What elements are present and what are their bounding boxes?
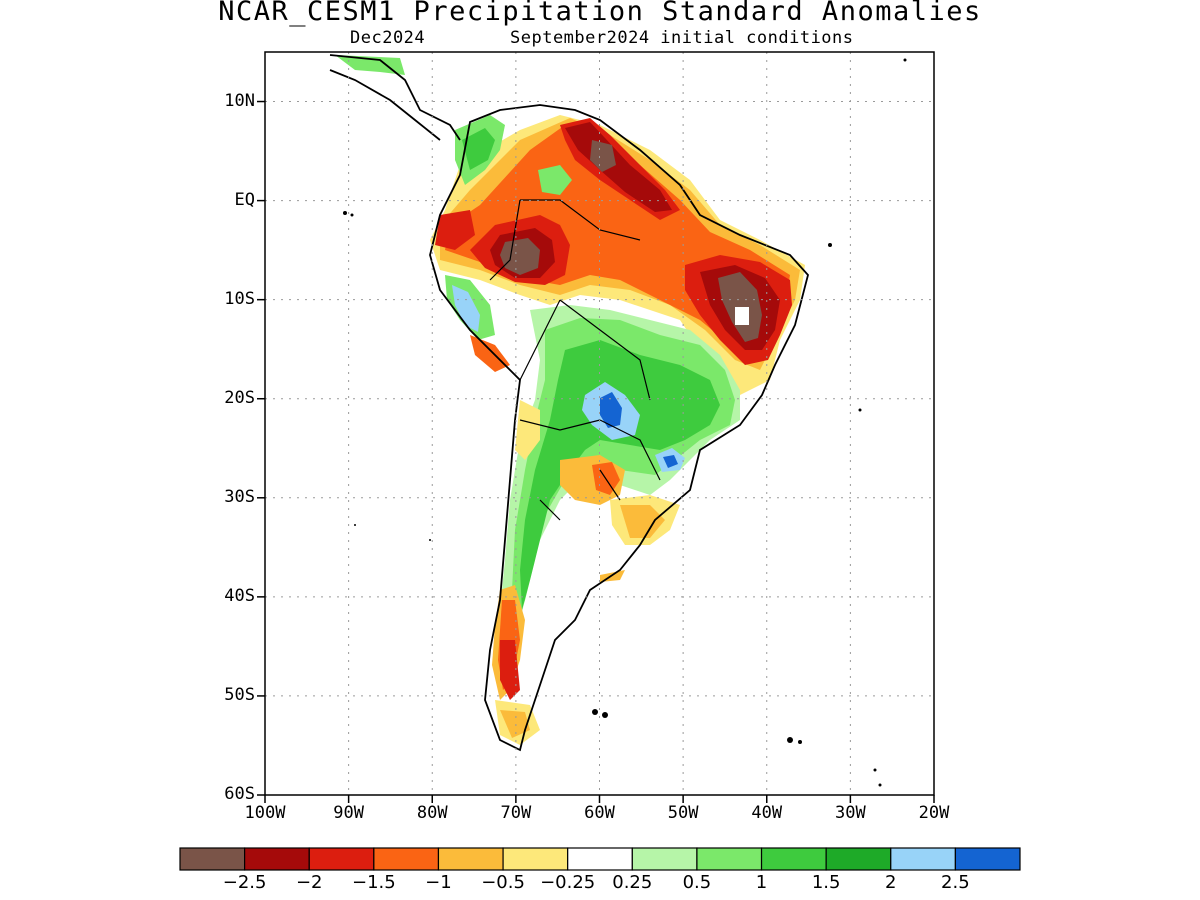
lat-label: 20S bbox=[224, 387, 255, 408]
colorbar-label: −1.5 bbox=[351, 872, 396, 893]
lat-label: 10S bbox=[224, 288, 255, 309]
lat-label: 60S bbox=[224, 784, 255, 804]
colorbar-label: −0.5 bbox=[481, 872, 525, 893]
lon-label: 40W bbox=[751, 803, 783, 823]
islands bbox=[343, 58, 907, 787]
lat-label: 10N bbox=[224, 90, 255, 111]
colorbar-label: −2 bbox=[295, 872, 323, 893]
lon-label: 80W bbox=[416, 803, 448, 823]
anomaly-map bbox=[257, 51, 935, 803]
forecast-month: Dec2024 bbox=[350, 28, 426, 48]
coastlines bbox=[329, 54, 809, 752]
colorbar-label: −2.5 bbox=[222, 872, 267, 893]
chart-title: NCAR_CESM1 Precipitation Standard Anomal… bbox=[218, 0, 982, 27]
colorbar-label: 2.5 bbox=[941, 872, 970, 893]
lon-label: 100W bbox=[244, 803, 286, 823]
lon-label: 90W bbox=[333, 803, 364, 823]
lat-label: 40S bbox=[224, 585, 255, 606]
lon-label: 20W bbox=[918, 803, 950, 823]
colorbar-label: −1 bbox=[425, 872, 452, 893]
lat-label: 30S bbox=[224, 486, 255, 507]
colorbar-label: −0.25 bbox=[540, 872, 596, 893]
colorbar-label: 2 bbox=[885, 872, 897, 893]
lat-label: EQ bbox=[234, 189, 255, 210]
ticks bbox=[257, 100, 935, 803]
colorbar-label: 0.25 bbox=[612, 872, 653, 893]
colorbar-label: 0.5 bbox=[682, 872, 712, 893]
initial-conditions: September2024 initial conditions bbox=[510, 28, 854, 48]
lon-label: 70W bbox=[500, 803, 532, 823]
colorbar-label: 1.5 bbox=[811, 872, 841, 893]
lon-label: 60W bbox=[584, 803, 615, 823]
lon-label: 50W bbox=[667, 803, 699, 823]
colorbar-label: 1 bbox=[755, 872, 768, 893]
lat-label: 50S bbox=[224, 684, 255, 705]
anomaly-fields bbox=[330, 55, 808, 750]
map-frame bbox=[264, 51, 935, 796]
lon-label: 30W bbox=[835, 803, 866, 823]
